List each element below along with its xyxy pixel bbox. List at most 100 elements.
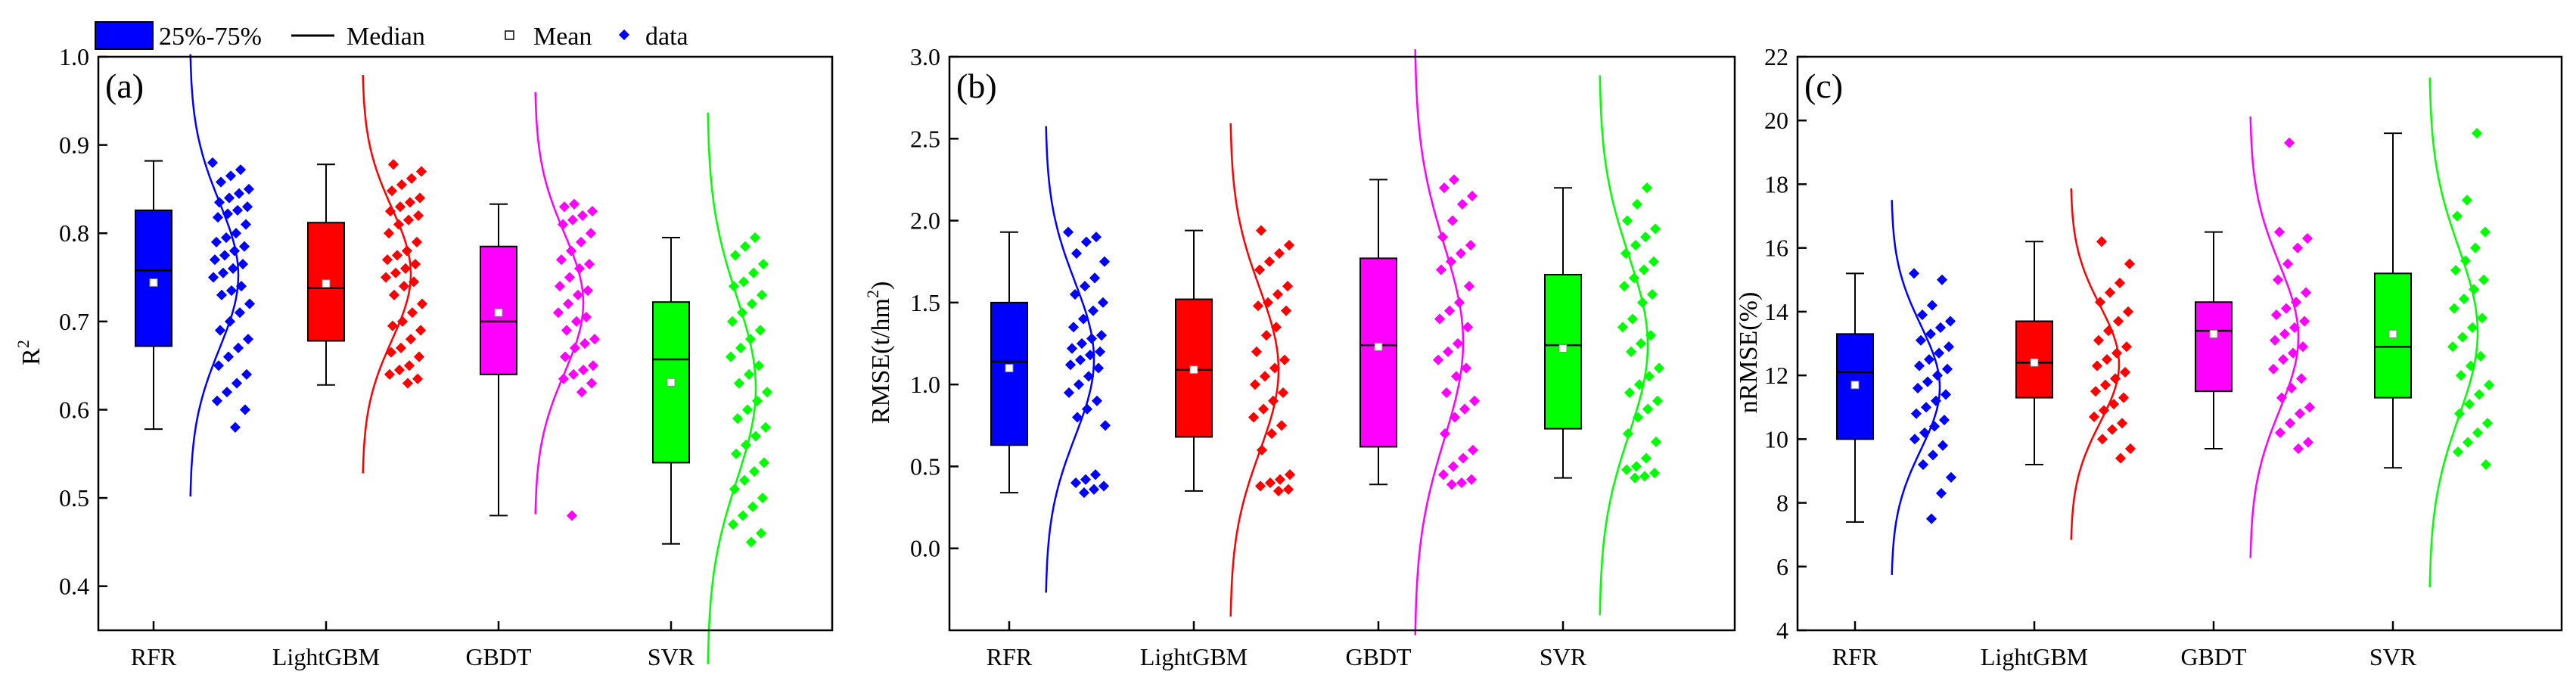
data-point [213,360,225,372]
data-point [225,285,238,297]
data-point [747,501,759,512]
data-point [387,159,399,170]
data-point [221,387,233,398]
data-point [747,267,760,278]
data-point [1090,232,1102,243]
data-point [220,232,232,244]
data-point [1456,198,1468,210]
data-point [1089,272,1101,284]
data-point [1631,198,1643,210]
data-point [754,325,766,336]
data-point [2301,232,2313,244]
data-point [1459,403,1471,415]
distribution-curve [707,112,757,664]
legend-mean-label: Mean [533,23,592,51]
legend-data-label: data [645,23,688,51]
data-point [404,197,416,208]
data-point [2479,226,2491,238]
data-point [1257,403,1269,415]
ytick-label: 2.0 [910,207,940,235]
data-point [757,493,769,504]
data-point [1452,337,1464,350]
data-point [583,258,595,270]
panel-c-frame [1796,55,2563,632]
ytick-label: 22 [1764,43,1788,70]
data-point [1915,334,1927,346]
data-point [207,157,219,169]
data-point [1282,484,1294,495]
data-point [1091,395,1103,406]
data-point [743,368,755,380]
data-point [1099,420,1111,431]
box-group-svr: SVR [2369,77,2495,670]
data-point [234,307,246,319]
data-point [2461,194,2473,206]
data-point [2091,360,2103,372]
data-point [1267,395,1279,406]
data-point [1071,412,1083,423]
data-point [2462,437,2474,448]
data-point [222,351,235,362]
data-point [1272,288,1284,300]
iqr-box [2195,301,2233,393]
data-point [761,387,773,398]
data-point [223,192,235,204]
data-point [1080,236,1092,247]
box-group-gbdt: GBDT [1345,49,1481,670]
data-point [735,342,747,353]
data-point [572,289,584,300]
data-point [231,378,243,389]
data-point [405,334,417,345]
data-point [1264,477,1276,489]
data-point [562,298,574,309]
data-point [395,342,407,353]
legend-box-label: 25%-75% [159,23,262,51]
box-group-gbdt: GBDT [465,92,601,670]
data-point [1625,346,1637,357]
data-point [2447,341,2459,353]
legend-box-swatch [95,21,154,50]
data-point [1276,420,1288,431]
data-point [398,281,410,292]
data-point [1251,346,1263,357]
data-point [209,254,221,266]
data-point [1463,281,1475,292]
data-point [381,254,393,266]
data-point [2118,392,2130,403]
data-point [1273,247,1285,259]
data-point [2473,389,2485,400]
data-point [567,214,579,225]
data-point [1468,395,1481,406]
data-point [2099,379,2111,390]
data-point [2302,437,2314,448]
box-group-lightgbm: LightGBM [1140,123,1296,670]
data-point [388,289,400,300]
data-point [399,263,412,274]
data-point [1097,297,1109,308]
data-point [1945,471,1957,483]
data-point [1466,191,1478,202]
distribution-curve [1414,49,1465,636]
data-point [1465,474,1478,485]
data-point [244,298,256,309]
data-point [1648,468,1661,479]
data-point [1062,226,1074,238]
distribution-curve [1229,123,1280,617]
ytick-label: 8 [1776,490,1788,517]
data-point [558,201,570,213]
xtick-label: LightGBM [272,643,380,670]
data-point [1639,232,1652,243]
xtick-label: GBDT [465,643,532,670]
data-point [403,360,415,372]
data-point [2481,418,2494,429]
data-point [239,404,251,415]
data-point [1088,484,1100,495]
mean-marker [2388,329,2397,338]
data-point [2469,242,2481,253]
data-point [1440,387,1453,399]
data-point [2450,265,2462,276]
data-point [2115,452,2127,464]
data-point [2104,287,2116,298]
data-point [416,298,428,309]
